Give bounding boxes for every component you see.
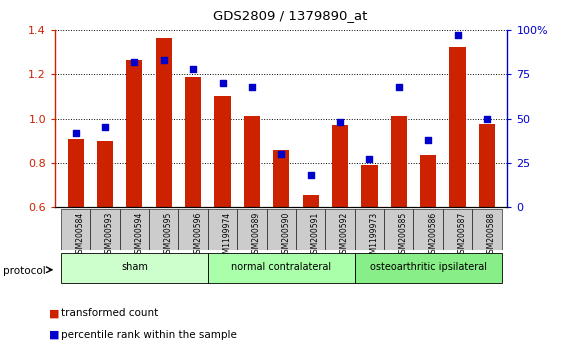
Bar (303, 195, 319, 207)
Bar (126, 60, 143, 207)
Text: normal contralateral: normal contralateral (231, 262, 331, 273)
Bar (479, 124, 495, 207)
Text: GSM200595: GSM200595 (164, 212, 173, 258)
Point (71, 130, 80, 136)
Text: GSM200585: GSM200585 (399, 212, 408, 258)
Text: percentile rank within the sample: percentile rank within the sample (61, 330, 237, 339)
Point (423, 137, 433, 143)
Bar (273, 150, 289, 207)
Bar (332, 125, 348, 207)
Bar (450, 47, 466, 207)
Point (159, 57, 168, 63)
Bar (355, 209, 384, 250)
Bar (61, 253, 208, 283)
Bar (244, 116, 260, 207)
Bar (420, 155, 436, 207)
Bar (208, 209, 237, 250)
Text: GSM200587: GSM200587 (458, 212, 466, 258)
Bar (185, 76, 201, 207)
Bar (155, 38, 172, 207)
Bar (90, 209, 119, 250)
Point (306, 172, 316, 178)
Bar (296, 209, 325, 250)
Text: GSM200586: GSM200586 (428, 212, 437, 258)
Bar (267, 209, 296, 250)
Text: GDS2809 / 1379890_at: GDS2809 / 1379890_at (213, 9, 367, 22)
Bar (215, 96, 231, 207)
Bar (443, 209, 472, 250)
Bar (61, 209, 90, 250)
Point (130, 59, 139, 65)
Point (277, 151, 286, 157)
Bar (361, 165, 378, 207)
Bar (68, 138, 84, 207)
Bar (119, 209, 149, 250)
Text: GSM200584: GSM200584 (75, 212, 85, 258)
Bar (208, 253, 355, 283)
Text: GSM1199974: GSM1199974 (223, 212, 231, 263)
Text: sham: sham (121, 262, 148, 273)
Point (365, 156, 374, 162)
Point (335, 119, 345, 125)
Bar (391, 116, 407, 207)
Text: GSM200592: GSM200592 (340, 212, 349, 258)
Bar (97, 141, 113, 207)
Bar (237, 209, 267, 250)
Text: GSM200596: GSM200596 (193, 212, 202, 258)
Text: GSM200590: GSM200590 (281, 212, 291, 258)
Point (453, 33, 462, 38)
Bar (472, 209, 502, 250)
Point (100, 125, 110, 130)
Bar (149, 209, 179, 250)
Text: GSM200589: GSM200589 (252, 212, 261, 258)
Text: transformed count: transformed count (61, 308, 158, 318)
Text: protocol: protocol (3, 266, 46, 276)
Bar (179, 209, 208, 250)
Text: osteoarthritic ipsilateral: osteoarthritic ipsilateral (369, 262, 487, 273)
Point (218, 80, 227, 86)
Text: GSM200593: GSM200593 (105, 212, 114, 258)
Point (483, 116, 492, 121)
Text: GSM200588: GSM200588 (487, 212, 496, 258)
Bar (414, 209, 443, 250)
Bar (325, 209, 355, 250)
Bar (355, 253, 502, 283)
Text: GSM200594: GSM200594 (135, 212, 143, 258)
Point (247, 84, 256, 90)
Point (188, 66, 198, 72)
Text: ■: ■ (49, 330, 60, 339)
Bar (384, 209, 414, 250)
Text: ■: ■ (49, 308, 60, 318)
Text: GSM1199973: GSM1199973 (369, 212, 378, 263)
Point (394, 84, 404, 90)
Text: GSM200591: GSM200591 (311, 212, 320, 258)
